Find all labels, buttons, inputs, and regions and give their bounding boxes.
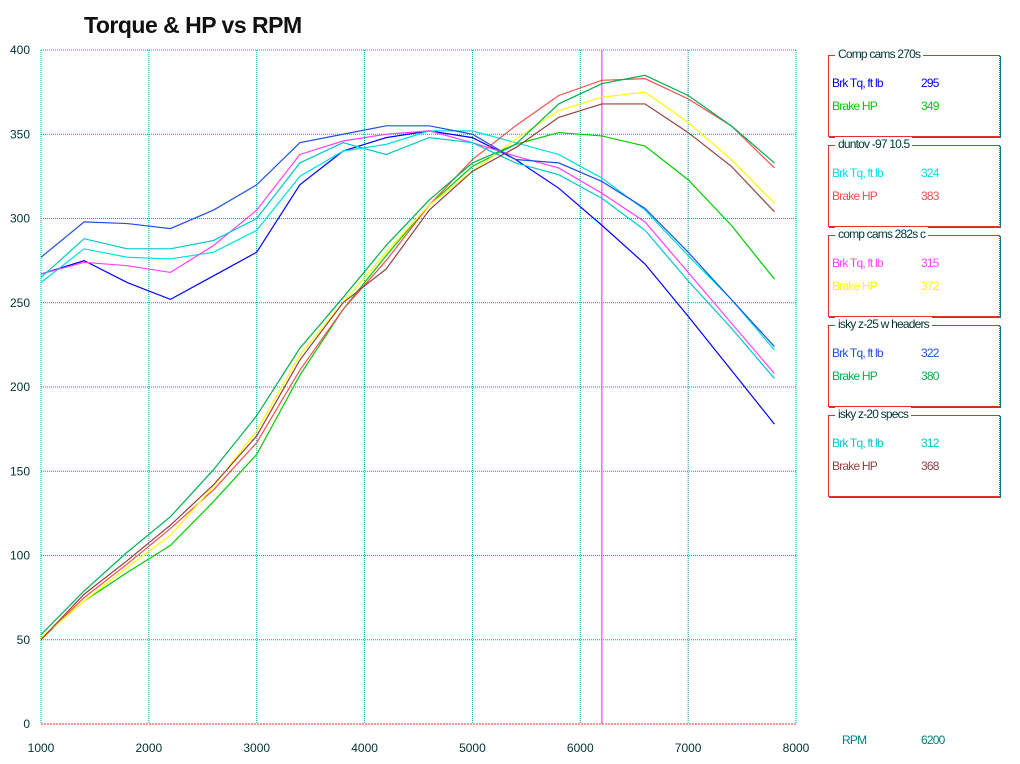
legend-torque-value: 312 xyxy=(921,436,939,450)
legend-hp-value: 368 xyxy=(921,459,939,473)
series-hp-1 xyxy=(40,131,775,639)
legend-torque-value: 324 xyxy=(921,166,939,180)
legend-hp-value: 349 xyxy=(921,99,939,113)
x-tick-label: 5000 xyxy=(459,741,486,755)
series-torque-4 xyxy=(40,125,775,347)
legend-torque-label: Brk Tq, ft lb xyxy=(832,256,884,270)
legend-test-name: Comp cams 270s xyxy=(835,47,924,61)
series-torque-3 xyxy=(40,130,775,374)
series-torque-1 xyxy=(40,130,775,425)
legend-test-name: isky z-25 w headers xyxy=(835,317,932,331)
chart-title: Torque & HP vs RPM xyxy=(84,12,302,38)
y-tick-label: 0 xyxy=(23,717,30,731)
legend-hp-label: Brake HP xyxy=(832,189,878,203)
legend-torque-value: 295 xyxy=(921,76,939,90)
series-torque-2 xyxy=(40,130,775,351)
legend-torque-label: Brk Tq, ft lb xyxy=(832,76,884,90)
y-tick-label: 350 xyxy=(10,127,30,141)
x-tick-label: 2000 xyxy=(136,741,163,755)
legend-torque-value: 322 xyxy=(921,346,939,360)
x-tick-label: 1000 xyxy=(28,741,55,755)
legend-test-name: isky z-20 specs xyxy=(835,407,912,421)
legend-hp-label: Brake HP xyxy=(832,459,878,473)
legend-test-name: duntov -97 10.5 xyxy=(835,137,913,151)
legend-hp-value: 383 xyxy=(921,189,939,203)
series-torque-5 xyxy=(40,137,775,379)
legend-torque-value: 315 xyxy=(921,256,939,270)
x-tick-label: 6000 xyxy=(567,741,594,755)
legend-hp-value: 380 xyxy=(921,369,939,383)
series-hp-5 xyxy=(40,103,775,641)
y-tick-label: 50 xyxy=(17,633,31,647)
y-tick-label: 250 xyxy=(10,296,30,310)
series-hp-2 xyxy=(40,78,775,641)
legend-torque-label: Brk Tq, ft lb xyxy=(832,436,884,450)
y-tick-label: 200 xyxy=(10,380,30,394)
legend-test-name: comp cams 282s c xyxy=(835,227,929,241)
y-tick-label: 100 xyxy=(10,549,30,563)
legend-hp-label: Brake HP xyxy=(832,99,878,113)
y-tick-label: 150 xyxy=(10,464,30,478)
y-tick-label: 300 xyxy=(10,212,30,226)
legend-box: isky z-20 specs Brk Tq, ft lb 312 Brake … xyxy=(828,407,1000,497)
legend-torque-label: Brk Tq, ft lb xyxy=(832,166,884,180)
legend-box: duntov -97 10.5 Brk Tq, ft lb 324 Brake … xyxy=(828,137,1000,227)
series-hp-4 xyxy=(40,74,775,636)
legend-box: isky z-25 w headers Brk Tq, ft lb 322 Br… xyxy=(828,317,1000,407)
legend-box: comp cams 282s c Brk Tq, ft lb 315 Brake… xyxy=(828,227,1000,317)
x-tick-label: 8000 xyxy=(783,741,810,755)
x-tick-label: 7000 xyxy=(675,741,702,755)
series-hp-3 xyxy=(40,91,775,639)
legend-hp-label: Brake HP xyxy=(832,369,878,383)
legend-hp-label: Brake HP xyxy=(832,279,878,293)
rpm-readout-value: 6200 xyxy=(921,733,945,747)
rpm-readout-label: RPM xyxy=(842,733,867,747)
legend-torque-label: Brk Tq, ft lb xyxy=(832,346,884,360)
y-tick-label: 400 xyxy=(10,43,30,57)
legend-hp-value: 372 xyxy=(921,279,939,293)
legend-box: Comp cams 270s Brk Tq, ft lb 295 Brake H… xyxy=(828,47,1000,137)
x-tick-label: 3000 xyxy=(243,741,270,755)
x-tick-label: 4000 xyxy=(351,741,378,755)
